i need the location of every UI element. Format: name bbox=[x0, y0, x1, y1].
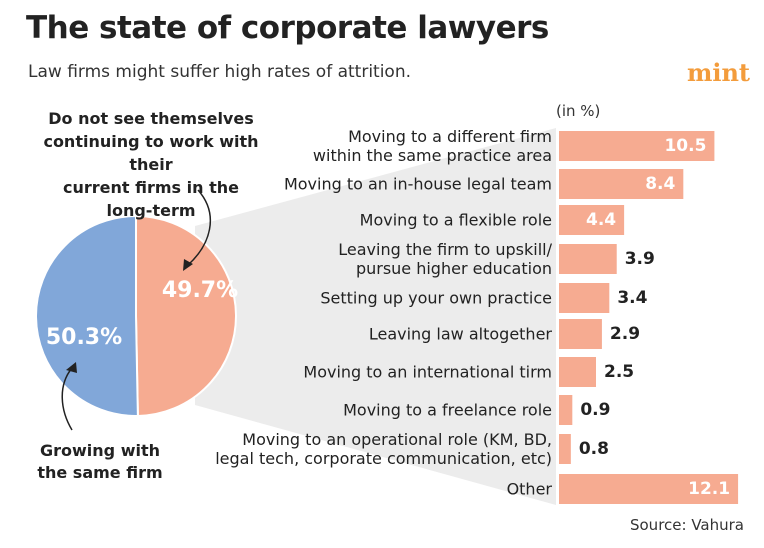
bar-category-label: Moving to a different firm within the sa… bbox=[312, 127, 552, 165]
bar-category-label: Leaving the firm to upskill/ pursue high… bbox=[338, 240, 552, 278]
bar-category-label: Leaving law altogether bbox=[368, 324, 552, 344]
bar-value-label: 12.1 bbox=[688, 479, 731, 499]
pie-annotation: Do not see themselves continuing to work… bbox=[43, 109, 259, 220]
bar bbox=[559, 244, 617, 274]
title: The state of corporate lawyers bbox=[26, 10, 549, 46]
bar-value-label: 0.9 bbox=[580, 400, 611, 420]
bar bbox=[559, 205, 625, 235]
bars bbox=[559, 131, 739, 504]
bar bbox=[559, 395, 573, 425]
pie-value-label: 50.3% bbox=[46, 325, 122, 350]
arrow bbox=[187, 189, 212, 266]
bar-value-label: 2.9 bbox=[609, 324, 641, 344]
bar bbox=[559, 434, 571, 464]
bar-category-label: Moving to an operational role (KM, BD, l… bbox=[215, 430, 552, 468]
bar-value-label: 8.4 bbox=[645, 174, 676, 194]
arrow-head bbox=[183, 259, 193, 271]
bar-value-label: 4.4 bbox=[586, 210, 617, 230]
bar bbox=[559, 169, 684, 199]
subtitle: Law firms might suffer high rates of att… bbox=[28, 62, 412, 82]
bar-value-label: 0.8 bbox=[578, 439, 609, 459]
bar-category-label: Moving to a flexible role bbox=[359, 210, 552, 230]
bar bbox=[559, 131, 715, 161]
bar bbox=[559, 319, 602, 349]
bar-category-label: Moving to an in-house legal team bbox=[283, 174, 552, 194]
bar bbox=[559, 474, 739, 504]
bar-value-label: 3.4 bbox=[617, 288, 648, 308]
bar-value-label: 2.5 bbox=[604, 362, 635, 382]
bar-value-label: 10.5 bbox=[664, 136, 707, 156]
pie-annotation: Growing with the same firm bbox=[37, 441, 163, 482]
unit-label: (in %) bbox=[556, 102, 601, 120]
pie-slice bbox=[34, 214, 139, 417]
arrow bbox=[61, 367, 73, 431]
bar-category-label: Other bbox=[506, 479, 552, 499]
bar bbox=[559, 283, 610, 313]
bar-value-label: 3.9 bbox=[624, 249, 655, 269]
logo: mint bbox=[686, 58, 750, 87]
bar bbox=[559, 357, 596, 387]
connector-shade bbox=[195, 128, 556, 505]
pie-slice bbox=[135, 214, 237, 418]
pie bbox=[34, 214, 237, 418]
pie-value-label: 49.7% bbox=[162, 278, 238, 303]
bar-category-label: Moving to a freelance role bbox=[343, 400, 552, 420]
bar-category-label: Setting up your own practice bbox=[320, 288, 552, 308]
arrow-head bbox=[66, 362, 77, 373]
source: Source: Vahura bbox=[629, 516, 744, 534]
bar-category-label: Moving to an international tirm bbox=[303, 362, 552, 382]
